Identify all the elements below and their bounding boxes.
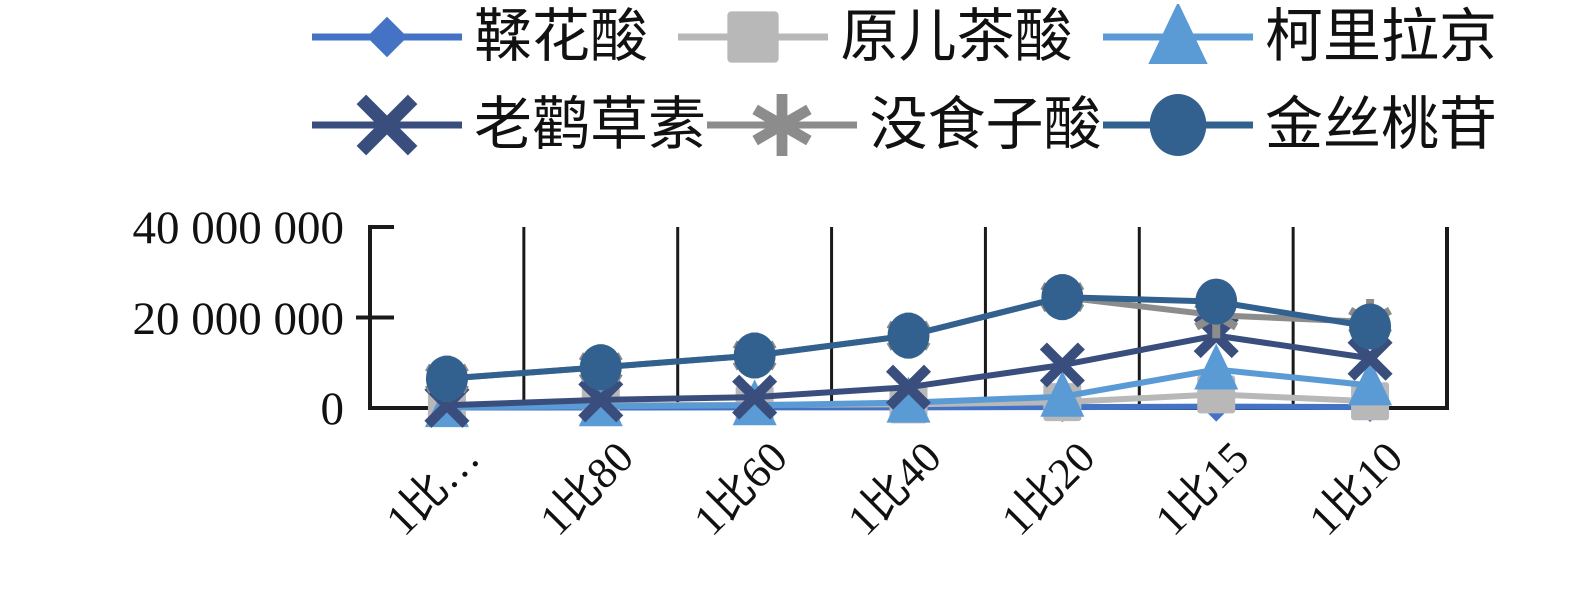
legend-item-2: 原儿茶酸	[678, 4, 1073, 70]
y-tick-label-20m: 20 000 000	[133, 293, 345, 345]
x-tick-label-4: 1比40	[838, 432, 950, 544]
legend-label: 柯里拉京	[1264, 4, 1497, 69]
y-axis-tick-labels: 40 000 000 20 000 000 0	[133, 202, 345, 435]
legend-item-6: 金丝桃苷	[1102, 92, 1497, 158]
square-marker-icon	[678, 11, 829, 63]
legend-item-3: 柯里拉京	[1102, 4, 1497, 70]
x-tick-label-2: 1比80	[530, 432, 642, 544]
legend-label: 老鹳草素	[474, 92, 707, 157]
x-tick-label-5: 1比20	[992, 432, 1104, 544]
legend-item-1: 鞣花酸	[312, 4, 648, 70]
series-6	[425, 274, 1392, 402]
legend-item-5: 没食子酸	[707, 92, 1102, 158]
asterisk-marker-icon	[707, 93, 858, 157]
x-tick-label-7: 1比10	[1300, 432, 1412, 544]
chart-legend: 鞣花酸 原儿茶酸 柯里拉京 老鹳草素 没食子酸 金丝桃苷	[312, 4, 1497, 158]
x-tick-label-1: 1比…	[377, 432, 489, 544]
x-tick-label-3: 1比60	[684, 432, 796, 544]
y-tick-label-40m: 40 000 000	[133, 202, 345, 254]
x-tick-label-6: 1比15	[1146, 432, 1258, 544]
legend-label: 鞣花酸	[474, 4, 649, 69]
triangle-marker-icon	[1102, 4, 1253, 64]
legend-label: 没食子酸	[869, 92, 1102, 157]
circle-marker-icon	[1102, 93, 1253, 157]
data-series	[424, 274, 1393, 428]
legend-label: 原儿茶酸	[840, 4, 1073, 69]
y-tick-label-0: 0	[321, 383, 345, 435]
legend-row-1: 鞣花酸 原儿茶酸 柯里拉京	[312, 4, 1497, 70]
legend-item-4: 老鹳草素	[312, 92, 706, 158]
x-axis-tick-labels: 1比… 1比80 1比60 1比40 1比20 1比15 1比10	[377, 432, 1413, 544]
x-marker-icon	[312, 94, 462, 156]
legend-label: 金丝桃苷	[1264, 92, 1497, 157]
diamond-marker-icon	[312, 16, 462, 58]
legend-row-2: 老鹳草素 没食子酸 金丝桃苷	[312, 92, 1497, 158]
